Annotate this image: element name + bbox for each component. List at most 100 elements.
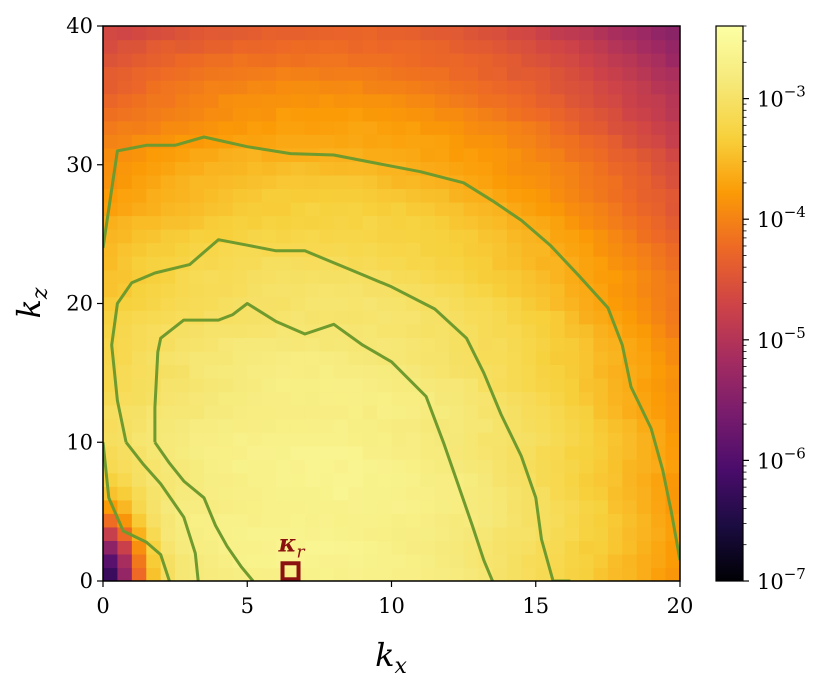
heatmap-cell xyxy=(593,459,609,474)
heatmap-cell xyxy=(449,432,465,447)
heatmap-cell xyxy=(550,120,566,135)
heatmap-cell xyxy=(463,26,479,41)
heatmap-cell xyxy=(521,553,537,569)
heatmap-cell xyxy=(550,134,566,149)
heatmap-cell xyxy=(276,445,292,460)
heatmap-cell xyxy=(405,269,421,284)
heatmap-cell xyxy=(492,350,508,366)
heatmap-cell xyxy=(550,418,566,433)
heatmap-cell xyxy=(304,526,320,541)
heatmap-cell xyxy=(117,486,133,501)
heatmap-cell xyxy=(160,472,176,487)
heatmap-cell xyxy=(449,66,465,81)
heatmap-cell xyxy=(247,526,263,541)
heatmap-cell xyxy=(478,147,494,162)
heatmap-cell xyxy=(579,229,595,244)
heatmap-cell xyxy=(348,526,364,541)
heatmap-cell xyxy=(622,120,638,135)
heatmap-cell xyxy=(506,296,522,311)
heatmap-cell xyxy=(636,107,652,122)
heatmap-cell xyxy=(665,215,680,230)
heatmap-cell xyxy=(160,80,176,95)
heatmap-cell xyxy=(117,215,133,230)
heatmap-cell xyxy=(478,53,494,68)
heatmap-cell xyxy=(521,310,537,325)
heatmap-cell xyxy=(607,174,623,190)
heatmap-cell xyxy=(247,283,263,298)
heatmap-cell xyxy=(391,432,407,447)
heatmap-cell xyxy=(276,201,292,217)
heatmap-cell xyxy=(319,472,335,487)
heatmap-cell xyxy=(478,526,494,541)
heatmap-cell xyxy=(665,472,680,487)
heatmap-cell xyxy=(160,188,176,203)
heatmap-cell xyxy=(203,526,219,541)
heatmap-cell xyxy=(622,526,638,541)
heatmap-cell xyxy=(362,486,378,501)
heatmap-cell xyxy=(261,120,277,135)
heatmap-cell xyxy=(362,350,378,366)
heatmap-cell xyxy=(189,93,205,108)
heatmap-cell xyxy=(492,553,508,569)
heatmap-cell xyxy=(564,486,580,501)
heatmap-cell xyxy=(593,296,609,311)
heatmap-cell xyxy=(506,269,522,284)
heatmap-cell xyxy=(362,540,378,555)
heatmap-cell xyxy=(607,134,623,149)
heatmap-cell xyxy=(117,120,133,135)
heatmap-cell xyxy=(218,215,234,230)
heatmap-cell xyxy=(651,310,667,325)
heatmap-cell xyxy=(521,377,537,393)
heatmap-cell xyxy=(521,134,537,149)
heatmap-cell xyxy=(521,242,537,257)
heatmap-cell xyxy=(535,174,551,190)
heatmap-cell xyxy=(434,499,450,514)
heatmap-cell xyxy=(131,26,147,41)
heatmap-cell xyxy=(377,229,393,244)
heatmap-cell xyxy=(478,296,494,311)
heatmap-cell xyxy=(492,215,508,230)
heatmap-cell xyxy=(405,513,421,528)
heatmap-cell xyxy=(405,486,421,501)
heatmap-cell xyxy=(261,215,277,230)
heatmap-cell xyxy=(463,188,479,203)
heatmap-cell xyxy=(405,242,421,257)
heatmap-cell xyxy=(203,39,219,54)
heatmap-cell xyxy=(564,418,580,433)
heatmap-cell xyxy=(521,269,537,284)
heatmap-cell xyxy=(521,147,537,162)
heatmap-cell xyxy=(564,134,580,149)
heatmap-cell xyxy=(434,567,450,581)
heatmap-cell xyxy=(333,391,349,406)
heatmap-cell xyxy=(348,323,364,338)
heatmap-cell xyxy=(478,93,494,108)
heatmap-cell xyxy=(636,269,652,284)
heatmap-cell xyxy=(550,513,566,528)
contour-line xyxy=(110,238,571,581)
heatmap-cell xyxy=(304,53,320,68)
heatmap-cell xyxy=(218,201,234,217)
heatmap-cell xyxy=(405,256,421,271)
heatmap-cell xyxy=(579,472,595,487)
heatmap-cell xyxy=(593,201,609,217)
kappa-r-marker xyxy=(280,561,301,582)
heatmap-cell xyxy=(651,283,667,298)
heatmap-cell xyxy=(420,242,436,257)
heatmap-cell xyxy=(405,93,421,108)
colorbar-tick-label: 10−7 xyxy=(757,565,806,594)
heatmap-cell xyxy=(665,134,680,149)
heatmap-cell xyxy=(362,499,378,514)
heatmap-cell xyxy=(665,567,680,581)
heatmap-cell xyxy=(579,242,595,257)
heatmap-cell xyxy=(636,39,652,54)
heatmap-cell xyxy=(391,215,407,230)
heatmap-cell xyxy=(405,499,421,514)
heatmap-cell xyxy=(333,337,349,352)
heatmap-cell xyxy=(535,161,551,176)
heatmap-cell xyxy=(478,283,494,298)
heatmap-cell xyxy=(622,459,638,474)
heatmap-cell xyxy=(160,201,176,217)
heatmap-cell xyxy=(333,310,349,325)
heatmap-cell xyxy=(103,553,119,569)
heatmap-cell xyxy=(218,459,234,474)
